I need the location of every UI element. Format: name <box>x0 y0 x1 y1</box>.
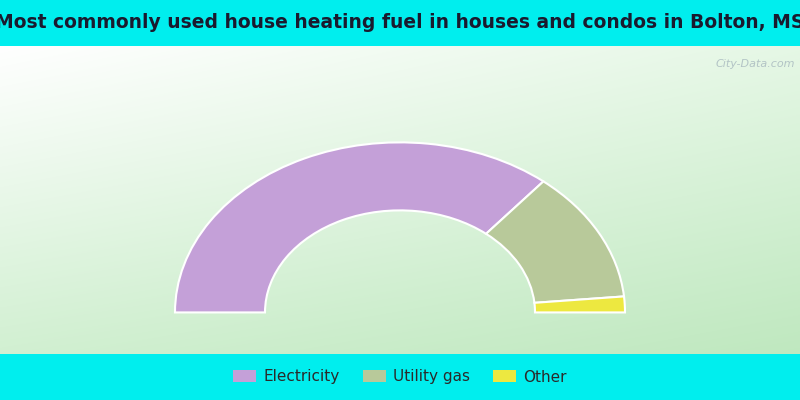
Text: Most commonly used house heating fuel in houses and condos in Bolton, MS: Most commonly used house heating fuel in… <box>0 14 800 32</box>
Wedge shape <box>486 181 624 303</box>
Wedge shape <box>534 296 625 312</box>
Text: City-Data.com: City-Data.com <box>715 59 795 69</box>
Wedge shape <box>175 142 543 312</box>
Legend: Electricity, Utility gas, Other: Electricity, Utility gas, Other <box>226 363 574 391</box>
